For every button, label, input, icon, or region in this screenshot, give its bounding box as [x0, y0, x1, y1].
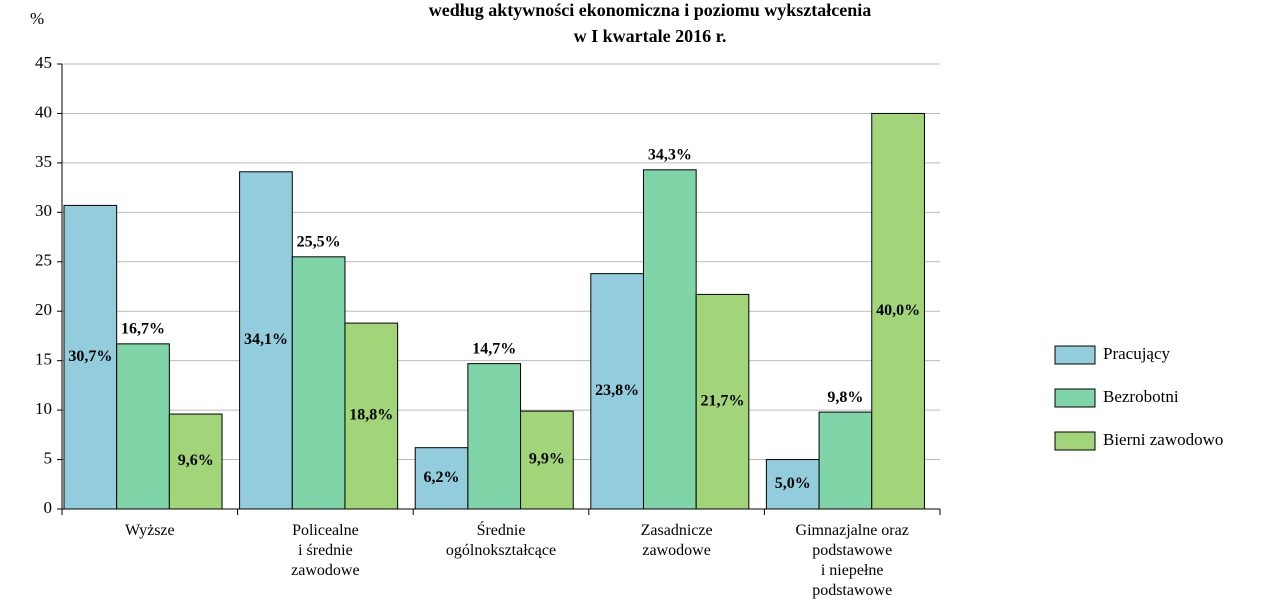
value-label: 23,8%: [595, 382, 639, 399]
y-tick-label: 25: [35, 251, 52, 270]
bar: [116, 343, 170, 510]
bar: [344, 322, 399, 510]
y-unit: %: [30, 9, 44, 28]
legend-swatch: [1054, 431, 1096, 451]
bar: [467, 363, 522, 510]
value-label: 18,8%: [349, 407, 393, 424]
y-tick-label: 35: [35, 152, 52, 171]
legend-swatch: [1054, 345, 1096, 365]
legend-swatch: [1054, 388, 1096, 408]
y-tick-label: 30: [35, 201, 52, 220]
y-tick-label: 40: [35, 102, 52, 121]
value-label: 9,9%: [529, 451, 565, 468]
value-label: 40,0%: [876, 302, 920, 319]
value-label: 30,7%: [68, 348, 112, 365]
bar: [871, 112, 925, 510]
x-tick-label: Średnie ogólnokształcące: [445, 522, 557, 559]
chart-title: w I kwartale 2016 r.: [574, 26, 727, 46]
legend-label: Pracujący: [1103, 344, 1171, 363]
bar: [695, 293, 750, 510]
bar: [642, 169, 697, 510]
bar: [520, 410, 574, 510]
value-label: 34,3%: [648, 146, 692, 163]
value-label: 14,7%: [472, 340, 516, 357]
y-tick-label: 10: [35, 399, 52, 418]
value-label: 9,8%: [827, 389, 863, 406]
y-tick-label: 15: [35, 350, 52, 369]
value-label: 5,0%: [775, 475, 811, 492]
chart-title: według aktywności ekonomiczna i poziomu …: [429, 0, 872, 20]
value-label: 6,2%: [424, 469, 460, 486]
y-tick-label: 5: [44, 448, 53, 467]
value-label: 9,6%: [178, 452, 214, 469]
legend-label: Bierni zawodowo: [1103, 430, 1223, 449]
x-tick-label: Gimnazjalne oraz podstawowe i niepełne p…: [795, 522, 909, 599]
bar: [818, 411, 873, 510]
x-tick-label: Wyższe: [124, 522, 175, 539]
x-tick-label: Policealne i średnie zawodowe: [291, 522, 360, 579]
bar: [63, 204, 118, 510]
bar: [291, 256, 346, 510]
x-tick-label: Zasadnicze zawodowe: [640, 522, 713, 559]
bar: [239, 171, 293, 510]
y-tick-label: 45: [35, 53, 52, 72]
value-label: 34,1%: [244, 331, 288, 348]
legend-label: Bezrobotni: [1103, 387, 1179, 406]
y-tick-label: 20: [35, 300, 52, 319]
value-label: 25,5%: [297, 234, 341, 251]
bar: [414, 447, 469, 510]
value-label: 21,7%: [701, 392, 745, 409]
value-label: 16,7%: [121, 321, 165, 338]
y-tick-label: 0: [44, 498, 53, 517]
